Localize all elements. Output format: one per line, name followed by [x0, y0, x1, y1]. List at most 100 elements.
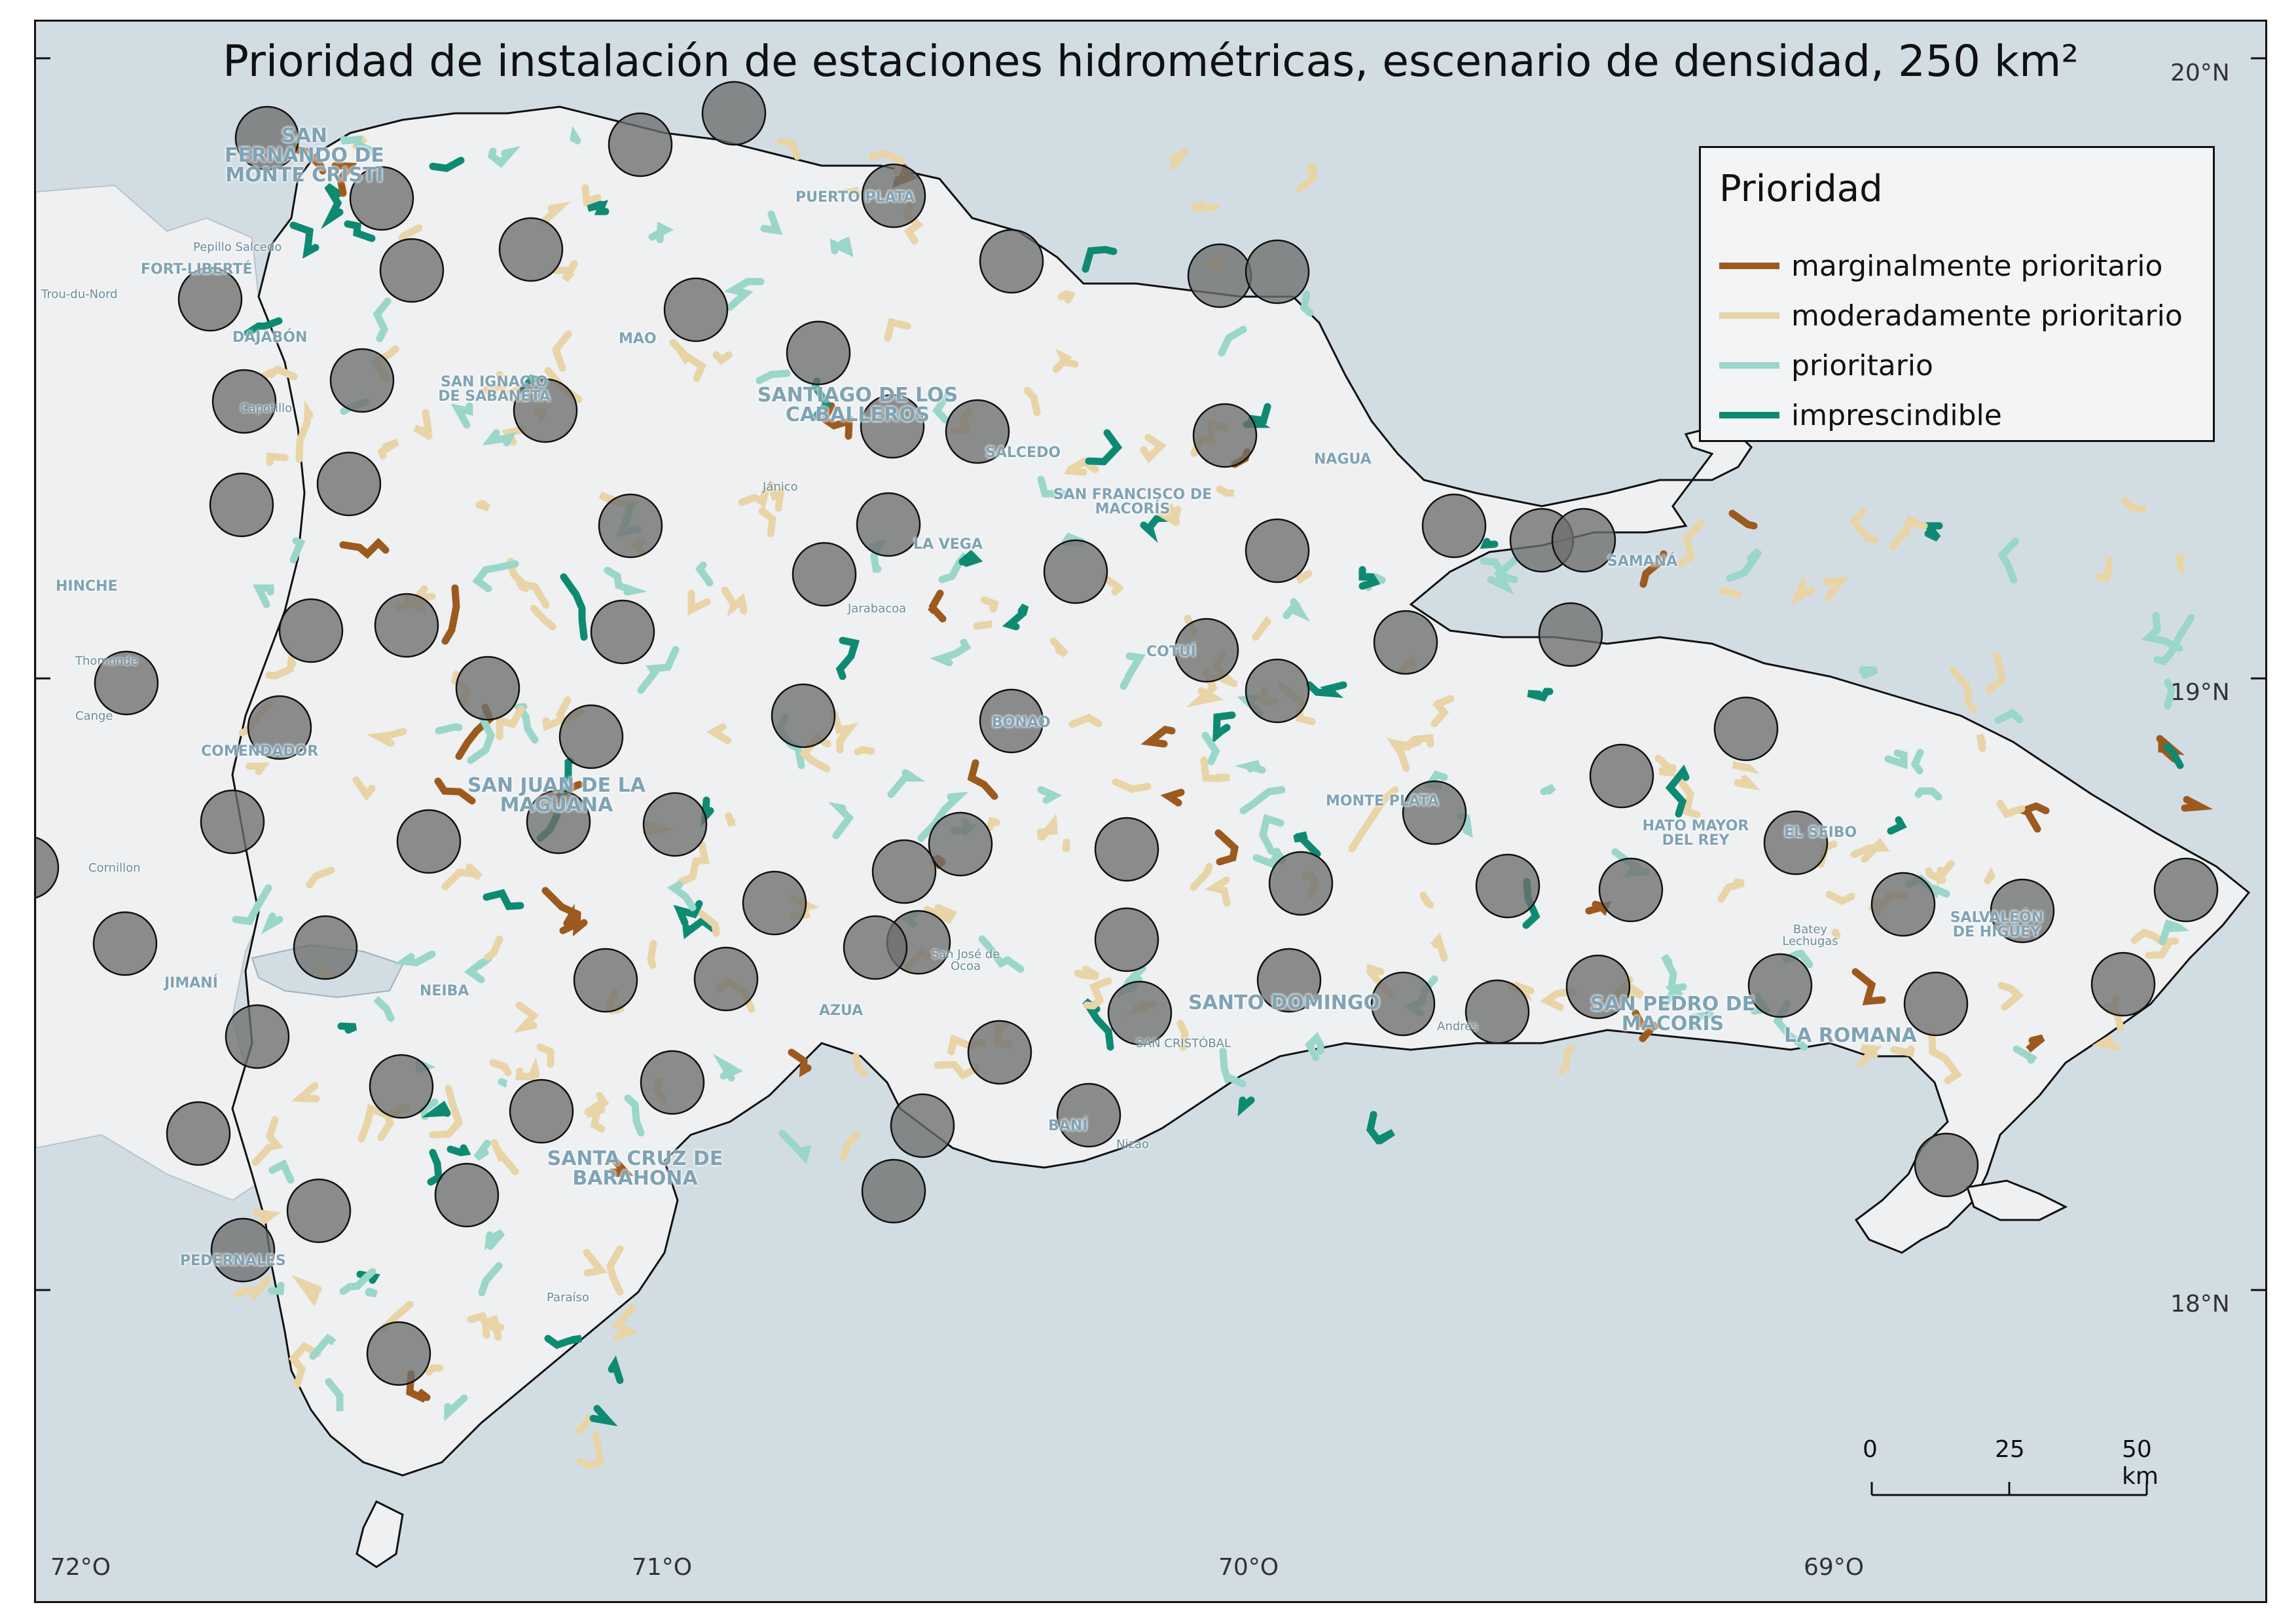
- river-segment: [1239, 786, 1286, 815]
- river-segment: [583, 1249, 608, 1277]
- river-segment: [986, 817, 1000, 831]
- river-segment: [836, 187, 862, 199]
- place-label: SAN FRANCISCO DE MACORÍS: [1053, 487, 1212, 517]
- river-segment: [441, 863, 483, 891]
- river-segment: [1296, 163, 1318, 193]
- river-segment: [2159, 919, 2190, 946]
- place-label: Paraíso: [547, 1291, 589, 1304]
- river-segment: [429, 1084, 464, 1139]
- river-segment: [373, 995, 395, 1022]
- river-segment: [852, 1052, 869, 1077]
- river-segment: [2026, 1034, 2045, 1053]
- river-segment: [1996, 800, 2026, 819]
- river-segment: [923, 904, 957, 925]
- station-marker: [1598, 857, 1664, 923]
- scale-bar-line: [1870, 1482, 2148, 1496]
- river-segment: [695, 908, 720, 937]
- river-segment: [604, 566, 647, 596]
- lat-label-19n: 19°N: [2170, 679, 2230, 706]
- river-segment: [253, 584, 274, 608]
- river-segment: [1419, 891, 1434, 909]
- river-segment: [435, 723, 463, 735]
- station-marker: [1043, 539, 1108, 604]
- river-segment: [1884, 749, 1908, 769]
- river-segment: [1997, 982, 2024, 1011]
- river-segment: [1283, 598, 1311, 622]
- river-segment: [973, 620, 993, 630]
- river-segment: [1430, 695, 1455, 728]
- place-label: NEIBA: [420, 983, 469, 999]
- river-segment: [706, 723, 732, 745]
- river-segment: [776, 138, 801, 160]
- river-segment: [337, 1022, 357, 1034]
- station-marker: [316, 451, 382, 517]
- river-segment: [581, 184, 602, 207]
- graticule-ticks: [36, 57, 2265, 1291]
- station-marker: [843, 915, 908, 980]
- river-segment: [2094, 557, 2113, 583]
- river-segment: [559, 904, 575, 934]
- river-segment: [1790, 578, 1815, 606]
- place-label: Trou-du-Nord: [41, 287, 118, 301]
- place-label: COMENDADOR: [201, 743, 319, 760]
- river-segment: [1639, 550, 1667, 588]
- river-segment: [570, 126, 581, 145]
- station-marker: [608, 112, 673, 177]
- river-segment: [666, 881, 697, 912]
- place-label: Nizao: [1116, 1137, 1149, 1151]
- river-segment: [331, 162, 357, 197]
- river-segment: [589, 1405, 618, 1427]
- river-segment: [1949, 667, 1978, 713]
- river-segment: [2092, 1034, 2121, 1051]
- river-segment: [980, 596, 999, 613]
- river-segment: [758, 507, 776, 538]
- river-segment: [1558, 1044, 1576, 1075]
- station-marker: [1056, 1082, 1121, 1148]
- river-segment: [2153, 614, 2195, 666]
- station-marker: [1373, 610, 1438, 675]
- river-segment: [1887, 816, 1907, 835]
- river-segment: [1823, 576, 1849, 601]
- river-segment: [544, 1335, 583, 1350]
- station-marker: [166, 1101, 231, 1166]
- station-marker: [1990, 878, 2055, 944]
- river-segment: [721, 586, 748, 618]
- river-segment: [1348, 786, 1399, 853]
- river-segment: [484, 935, 503, 961]
- legend-swatch-essential: [1719, 412, 1779, 418]
- station-marker: [455, 655, 520, 721]
- river-segment: [340, 135, 376, 155]
- river-segment: [406, 1370, 431, 1403]
- station-marker: [1870, 872, 1936, 937]
- river-segment: [1676, 519, 1705, 568]
- river-segment: [1157, 503, 1182, 527]
- station-marker: [1903, 971, 1969, 1037]
- river-segment: [624, 1094, 645, 1137]
- river-segment: [536, 1043, 555, 1068]
- river-segment: [467, 1312, 490, 1339]
- river-segment: [606, 1245, 624, 1296]
- river-segment: [487, 145, 521, 168]
- river-segment: [252, 1209, 282, 1225]
- river-segment: [1037, 786, 1062, 804]
- river-segment: [760, 210, 783, 235]
- river-segment: [444, 1394, 468, 1422]
- beata-island: [355, 1500, 404, 1568]
- river-segment: [293, 146, 327, 175]
- station-marker: [573, 948, 638, 1013]
- lon-label-70o: 70°O: [1218, 1554, 1279, 1581]
- station-marker: [640, 1050, 705, 1115]
- river-segment: [701, 796, 714, 827]
- river-segment: [352, 776, 376, 802]
- scale-label-0: 0: [1863, 1436, 1878, 1463]
- station-marker: [701, 81, 767, 146]
- river-segment: [676, 346, 691, 365]
- river-segment: [1857, 1044, 1882, 1067]
- river-segment: [1430, 932, 1448, 962]
- river-segment: [1057, 290, 1076, 304]
- river-segment: [830, 709, 859, 754]
- river-segment: [398, 224, 423, 242]
- river-segment: [778, 1130, 812, 1165]
- river-segment: [232, 884, 272, 925]
- place-label: MONTE PLATA: [1326, 793, 1439, 809]
